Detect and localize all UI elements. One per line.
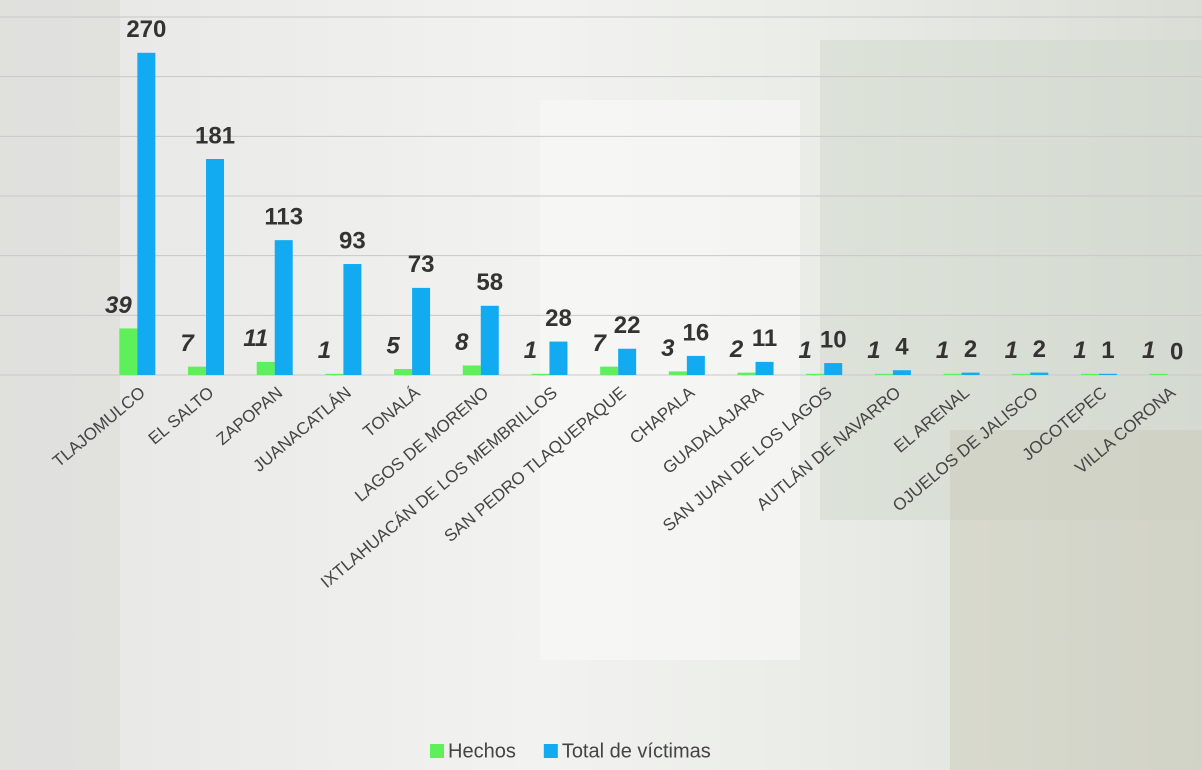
bar — [943, 373, 962, 375]
bar — [1030, 372, 1049, 375]
bar — [188, 366, 207, 375]
value-label: 113 — [264, 203, 303, 230]
value-label: 22 — [614, 312, 641, 339]
value-label: 1 — [799, 337, 812, 364]
bar — [480, 305, 499, 375]
legend-label: Total de víctimas — [562, 740, 711, 762]
background-shape — [540, 100, 800, 660]
legend-label: Hechos — [448, 740, 516, 762]
legend-swatch — [543, 744, 558, 758]
value-label: 1 — [936, 337, 949, 364]
bar — [618, 348, 637, 375]
value-label: 16 — [682, 319, 709, 346]
value-label: 2 — [964, 336, 977, 363]
bar — [325, 373, 344, 375]
bar — [256, 361, 275, 375]
value-label: 2 — [1033, 336, 1046, 363]
bar — [1149, 373, 1168, 375]
value-label: 39 — [105, 292, 132, 319]
bar — [343, 264, 362, 375]
bar — [1080, 373, 1099, 375]
value-label: 73 — [408, 251, 435, 278]
value-label: 1 — [1073, 337, 1086, 364]
value-label: 8 — [455, 329, 469, 356]
bar — [394, 369, 413, 375]
bar — [119, 328, 138, 375]
bar — [137, 52, 156, 376]
value-label: 11 — [243, 325, 268, 352]
bar — [755, 361, 774, 375]
value-label: 1 — [1142, 337, 1155, 364]
background-shape — [820, 40, 1202, 520]
bar — [806, 373, 825, 375]
legend-swatch — [430, 744, 444, 758]
bar — [961, 372, 980, 375]
value-label: 1 — [1005, 337, 1018, 364]
background-shape — [950, 430, 1202, 770]
value-label: 93 — [339, 227, 366, 254]
value-label: 4 — [895, 334, 909, 361]
bar — [600, 366, 619, 375]
bar — [892, 370, 911, 375]
value-label: 1 — [318, 337, 331, 364]
value-label: 10 — [820, 326, 847, 353]
value-label: 5 — [386, 332, 400, 359]
bar — [737, 372, 756, 375]
bar — [874, 373, 893, 375]
bar — [824, 363, 843, 375]
value-label: 2 — [729, 336, 744, 363]
value-label: 11 — [752, 325, 777, 352]
bar — [412, 287, 431, 375]
bar — [274, 240, 293, 375]
value-label: 7 — [180, 330, 195, 357]
bar — [206, 159, 225, 375]
bar — [686, 355, 705, 375]
bar — [531, 373, 550, 375]
background-shape — [0, 0, 120, 770]
bar — [668, 371, 687, 375]
value-label: 58 — [476, 269, 503, 296]
value-label: 0 — [1170, 338, 1183, 365]
value-label: 1 — [524, 337, 537, 364]
value-label: 181 — [195, 122, 235, 149]
bar — [549, 341, 568, 375]
bar — [1098, 373, 1117, 375]
bar — [462, 365, 481, 375]
value-label: 1 — [1101, 337, 1114, 364]
value-label: 270 — [126, 16, 166, 43]
value-label: 7 — [592, 330, 607, 357]
value-label: 28 — [545, 305, 572, 332]
value-label: 3 — [661, 335, 675, 362]
bar — [1012, 373, 1031, 375]
value-label: 1 — [867, 337, 880, 364]
